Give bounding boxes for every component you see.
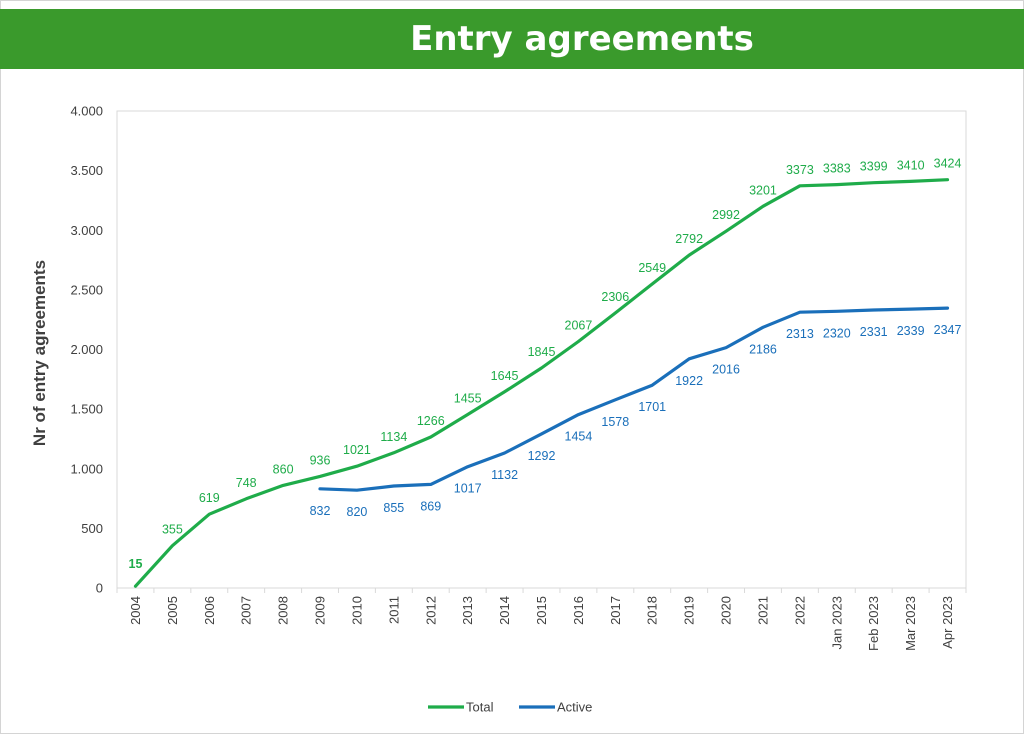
y-axis-label: Nr of entry agreements: [30, 260, 49, 446]
series-line-active: [318, 306, 950, 492]
data-label-total: 1455: [454, 391, 482, 405]
x-tick-label: 2014: [497, 596, 512, 625]
legend-label-total: Total: [466, 700, 494, 715]
data-label-active: 1017: [454, 482, 482, 496]
x-tick-label: 2004: [128, 596, 143, 625]
y-tick-label: 500: [81, 521, 103, 536]
page-title: Entry agreements: [410, 19, 754, 59]
x-tick-label: 2007: [239, 596, 254, 625]
data-label-active: 869: [420, 499, 441, 513]
data-label-total: 3383: [823, 162, 851, 176]
data-label-active: 832: [310, 504, 331, 518]
data-label-total: 15: [129, 557, 143, 571]
data-label-active: 1292: [528, 449, 556, 463]
x-tick-label: 2008: [276, 596, 291, 625]
x-tick-label: 2012: [423, 596, 438, 625]
data-label-total: 2549: [638, 261, 666, 275]
data-label-total: 860: [273, 462, 294, 476]
y-tick-label: 2.500: [70, 282, 103, 297]
x-tick-label: 2005: [165, 596, 180, 625]
data-label-total: 619: [199, 491, 220, 505]
data-label-total: 3201: [749, 183, 777, 197]
data-label-total: 1845: [528, 345, 556, 359]
y-tick-label: 4.000: [70, 104, 103, 119]
x-tick-label: 2013: [460, 596, 475, 625]
data-label-active: 2016: [712, 363, 740, 377]
data-label-active: 2320: [823, 326, 851, 340]
title-banner: Entry agreements: [0, 9, 1024, 69]
data-label-total: 1021: [343, 443, 371, 457]
data-label-active: 2339: [897, 324, 925, 338]
data-label-total: 3373: [786, 163, 814, 177]
y-axis: 0 500 1.000 1.500 2.000 2.500 3.000 3.500 4.000: [70, 104, 103, 596]
data-label-active: 2331: [860, 325, 888, 339]
data-label-total: 2792: [675, 232, 703, 246]
y-tick-label: 1.000: [70, 461, 103, 476]
data-label-active: 1701: [638, 400, 666, 414]
legend: Total Active: [428, 700, 592, 715]
data-label-active: 1922: [675, 374, 703, 388]
data-label-total: 3399: [860, 160, 888, 174]
x-tick-label: Jan 2023: [829, 596, 844, 650]
data-label-active: 2313: [786, 327, 814, 341]
plot-area: [116, 110, 967, 589]
data-label-active: 2186: [749, 342, 777, 356]
x-tick-label: Mar 2023: [903, 596, 918, 651]
data-label-active: 855: [383, 501, 404, 515]
x-tick-label: Apr 2023: [940, 596, 955, 649]
x-axis: 2004 2005 2006 2007 2008 2009 2010 2011 2012 2013…: [116, 588, 967, 651]
y-tick-label: 3.000: [70, 223, 103, 238]
y-tick-label: 2.000: [70, 342, 103, 357]
series-group: [133, 178, 950, 588]
x-tick-label: 2021: [755, 596, 770, 625]
data-labels: 15 355 619 748 860 936 1021 1134 1266 1455 1645 184…: [129, 157, 962, 572]
data-label-total: 3410: [897, 158, 925, 172]
data-label-active: 820: [347, 505, 368, 519]
data-label-total: 3424: [934, 157, 962, 171]
x-tick-label: 2019: [682, 596, 697, 625]
data-label-active: 2347: [934, 323, 962, 337]
data-label-total: 1645: [491, 369, 519, 383]
x-tick-label: 2016: [571, 596, 586, 625]
data-label-total: 355: [162, 523, 183, 537]
data-label-total: 1266: [417, 414, 445, 428]
x-tick-label: 2006: [202, 596, 217, 625]
x-tick-label: 2020: [719, 596, 734, 625]
x-tick-label: 2022: [792, 596, 807, 625]
x-tick-label: Feb 2023: [866, 596, 881, 651]
x-tick-label: 2011: [386, 596, 401, 624]
series-line-total: [133, 178, 950, 588]
x-tick-label: 2018: [645, 596, 660, 625]
data-label-total: 2992: [712, 208, 740, 222]
legend-label-active: Active: [557, 700, 592, 715]
x-tick-label: 2017: [608, 596, 623, 625]
data-label-total: 748: [236, 476, 257, 490]
data-label-active: 1132: [491, 468, 518, 482]
data-label-active: 1454: [565, 430, 593, 444]
y-tick-label: 3.500: [70, 163, 103, 178]
data-label-total: 936: [310, 453, 331, 467]
data-label-total: 1134: [380, 430, 407, 444]
x-tick-label: 2010: [349, 596, 364, 625]
y-tick-label: 0: [96, 581, 103, 596]
y-tick-label: 1.500: [70, 402, 103, 417]
x-tick-label: 2009: [313, 596, 328, 625]
data-label-total: 2067: [565, 319, 593, 333]
data-label-active: 1578: [601, 415, 629, 429]
x-tick-label: 2015: [534, 596, 549, 625]
data-label-total: 2306: [601, 290, 629, 304]
